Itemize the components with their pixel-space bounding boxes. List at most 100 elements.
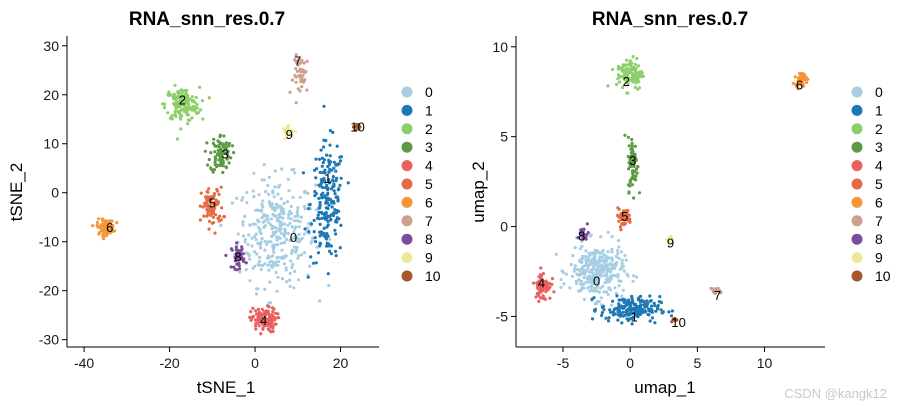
- point-cluster-0: [601, 284, 605, 288]
- point-cluster-4: [539, 266, 543, 270]
- point-cluster-0: [577, 278, 581, 282]
- point-cluster-1: [333, 211, 337, 215]
- legend-label-9: 9: [425, 250, 433, 266]
- point-cluster-1: [334, 169, 338, 173]
- point-cluster-2: [615, 82, 619, 86]
- point-cluster-2: [185, 100, 189, 104]
- point-cluster-0: [295, 245, 299, 250]
- point-cluster-6: [100, 222, 104, 226]
- point-cluster-0: [578, 259, 582, 263]
- point-cluster-1: [321, 161, 325, 165]
- point-cluster-0: [289, 217, 293, 221]
- point-cluster-1: [335, 220, 339, 224]
- point-cluster-1: [323, 168, 327, 172]
- point-cluster-2: [175, 100, 179, 104]
- y-tick-label: 0: [500, 219, 508, 235]
- point-cluster-1: [621, 314, 625, 318]
- point-cluster-5: [627, 213, 631, 217]
- point-cluster-6: [95, 221, 99, 225]
- point-cluster-0: [295, 239, 299, 243]
- point-cluster-2: [633, 85, 637, 89]
- point-cluster-0: [592, 258, 596, 262]
- point-cluster-5: [222, 215, 226, 219]
- point-cluster-0: [247, 252, 251, 256]
- legend-swatch-1: [401, 104, 413, 116]
- point-cluster-8: [234, 245, 238, 249]
- point-cluster-0: [255, 208, 259, 212]
- point-cluster-3: [221, 142, 225, 146]
- point-cluster-1: [328, 154, 332, 158]
- point-cluster-0: [250, 236, 254, 240]
- point-cluster-1: [331, 175, 335, 179]
- point-cluster-0: [277, 219, 281, 223]
- point-cluster-1: [592, 308, 597, 312]
- point-cluster-5: [208, 198, 212, 202]
- point-cluster-0: [287, 216, 291, 220]
- point-cluster-1: [626, 318, 631, 323]
- point-cluster-3: [632, 196, 636, 200]
- point-cluster-0: [623, 253, 627, 257]
- point-cluster-0: [571, 254, 575, 258]
- point-cluster-2: [207, 96, 211, 100]
- point-cluster-0: [588, 275, 593, 279]
- legend-swatch-7: [401, 215, 413, 227]
- point-cluster-5: [212, 192, 216, 196]
- point-cluster-8: [586, 231, 590, 235]
- point-cluster-5: [207, 187, 211, 191]
- point-cluster-0: [272, 250, 276, 254]
- legend-label-10: 10: [425, 268, 441, 284]
- point-cluster-1: [333, 228, 337, 232]
- point-cluster-0: [292, 167, 296, 171]
- point-cluster-4: [542, 287, 546, 291]
- point-cluster-0: [295, 219, 300, 223]
- point-cluster-0: [272, 245, 276, 249]
- point-cluster-0: [610, 267, 614, 271]
- point-cluster-7: [296, 69, 300, 73]
- point-cluster-6: [115, 221, 119, 225]
- y-tick-label: -30: [39, 332, 59, 348]
- point-cluster-1: [329, 244, 333, 248]
- point-cluster-0: [285, 237, 289, 242]
- point-cluster-0: [219, 223, 223, 228]
- point-cluster-0: [632, 274, 636, 278]
- point-cluster-3: [221, 163, 225, 167]
- point-cluster-0: [298, 195, 302, 199]
- point-cluster-3: [629, 151, 634, 155]
- point-cluster-3: [632, 158, 637, 163]
- point-cluster-7: [300, 68, 304, 72]
- point-cluster-3: [219, 155, 223, 159]
- point-cluster-9: [665, 237, 669, 241]
- point-cluster-1: [620, 321, 624, 325]
- point-cluster-5: [206, 190, 210, 194]
- point-cluster-8: [244, 261, 248, 265]
- point-cluster-4: [259, 332, 263, 336]
- legend-swatch-10: [851, 270, 863, 282]
- point-cluster-8: [240, 248, 244, 252]
- point-cluster-1: [602, 308, 606, 312]
- point-cluster-8: [233, 255, 237, 259]
- point-cluster-3: [630, 137, 634, 142]
- point-cluster-4: [260, 307, 264, 311]
- cluster-label-10: 10: [671, 315, 685, 330]
- point-cluster-8: [236, 248, 240, 253]
- point-cluster-0: [562, 282, 566, 286]
- legend-label-9: 9: [875, 250, 883, 266]
- point-cluster-0: [302, 251, 307, 255]
- point-cluster-4: [548, 296, 552, 300]
- point-cluster-7: [300, 85, 304, 89]
- point-cluster-2: [173, 109, 177, 113]
- point-cluster-4: [270, 314, 275, 318]
- point-cluster-0: [288, 271, 292, 275]
- point-cluster-2: [190, 95, 194, 99]
- point-cluster-0: [306, 222, 311, 226]
- y-tick-label: 30: [43, 38, 59, 54]
- point-cluster-0: [559, 285, 563, 289]
- point-cluster-3: [632, 164, 636, 168]
- point-cluster-0: [270, 227, 274, 231]
- point-cluster-6: [96, 225, 100, 229]
- cluster-label-7: 7: [294, 54, 301, 69]
- point-cluster-0: [621, 288, 626, 292]
- point-cluster-3: [627, 144, 631, 148]
- point-cluster-0: [274, 214, 278, 218]
- legend-label-5: 5: [425, 176, 433, 192]
